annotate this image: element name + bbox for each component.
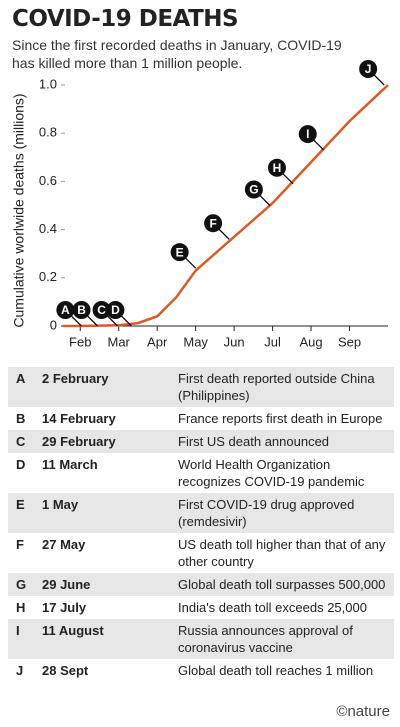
- annotation-label: J: [365, 62, 372, 76]
- event-row: J 28 Sept Global death toll reaches 1 mill…: [8, 659, 394, 682]
- y-axis-label: Cumulative worlwide deaths (millions): [11, 93, 27, 327]
- event-letter: B: [16, 411, 26, 426]
- event-letter: E: [16, 497, 25, 512]
- event-date: 1 May: [42, 497, 79, 512]
- credit: ©nature: [336, 703, 390, 720]
- event-text: Global death toll surpasses 500,000: [178, 577, 386, 592]
- annotation-label: I: [306, 127, 309, 141]
- event-row: F 27 May US death toll higher than that of…: [8, 533, 394, 573]
- events-table: A 2 February First death reported outside …: [8, 367, 394, 682]
- chart-title: COVID-19 DEATHS: [12, 6, 239, 32]
- event-text: India's death toll exceeds 25,000: [178, 600, 367, 615]
- x-tick-label: Mar: [108, 334, 131, 349]
- annotation-marker: [92, 301, 111, 319]
- x-tick-label: Apr: [147, 334, 168, 349]
- event-date: 11 August: [42, 623, 104, 638]
- x-tick-label: May: [183, 334, 208, 349]
- event-text: World Health Organization recognizes COV…: [178, 457, 365, 489]
- event-text: First death reported outside China (Phil…: [178, 371, 375, 403]
- event-date: 28 Sept: [42, 663, 89, 678]
- event-row: H 17 July India's death toll exceeds 25,00…: [8, 596, 394, 619]
- annotation-marker: [56, 301, 75, 319]
- annotation-marker: [359, 60, 378, 78]
- annotation-label: D: [111, 303, 120, 317]
- x-tick-label: Jul: [264, 334, 281, 349]
- event-row: A 2 February First death reported outside …: [8, 367, 394, 407]
- event-letter: J: [16, 663, 24, 678]
- event-text: First US death announced: [178, 434, 330, 449]
- x-tick-label: Aug: [299, 334, 322, 349]
- event-text: Global death toll reaches 1 million: [178, 663, 374, 678]
- annotation-marker: [267, 158, 286, 177]
- y-tick-label: 0: [50, 317, 57, 332]
- annotation-label: F: [209, 216, 216, 230]
- event-date: 11 March: [42, 457, 98, 472]
- event-row: D 11 March World Health Organization recog…: [8, 453, 394, 493]
- y-tick-label: 0.6: [39, 173, 57, 188]
- event-text: France reports first death in Europe: [178, 411, 383, 426]
- event-date: 29 June: [42, 577, 91, 592]
- annotation-marker: [170, 243, 189, 262]
- event-letter: C: [16, 434, 26, 449]
- chart-subtitle: Since the first recorded deaths in Janua…: [12, 37, 342, 71]
- x-tick-label: Jun: [224, 334, 245, 349]
- event-letter: H: [16, 600, 26, 615]
- event-date: 14 February: [42, 411, 116, 426]
- data-line: [62, 84, 389, 328]
- y-tick-label: 0.8: [39, 125, 57, 140]
- annotation-label: G: [249, 183, 258, 197]
- y-tick-label: 0.4: [39, 221, 57, 236]
- event-text: Russia announces approval of coronavirus…: [178, 623, 353, 655]
- annotation-marker: [244, 180, 263, 199]
- event-letter: I: [16, 623, 20, 638]
- y-tick-label: 0.2: [39, 269, 57, 284]
- event-row: I 11 August Russia announces approval of c…: [8, 619, 394, 659]
- annotation-label: H: [273, 161, 282, 175]
- event-row: C 29 February First US death announced: [8, 430, 394, 453]
- event-letter: G: [16, 577, 27, 592]
- event-text: First COVID-19 drug approved (remdesivir…: [178, 497, 355, 529]
- event-letter: A: [16, 371, 26, 386]
- event-row: E 1 May First COVID-19 drug approved (remd…: [8, 493, 394, 533]
- annotation-label: E: [176, 245, 184, 259]
- annotation-label: B: [77, 303, 86, 317]
- annotation-label: A: [61, 303, 70, 317]
- event-date: 17 July: [42, 600, 87, 615]
- event-letter: D: [16, 457, 26, 472]
- event-row: B 14 February France reports first death i…: [8, 407, 394, 430]
- event-date: 2 February: [42, 371, 109, 386]
- event-date: 29 February: [42, 434, 116, 449]
- annotation-marker: [72, 301, 91, 319]
- event-row: G 29 June Global death toll surpasses 500,…: [8, 573, 394, 596]
- annotation-marker: [106, 301, 125, 319]
- event-date: 27 May: [42, 537, 86, 552]
- x-tick-label: Sep: [338, 334, 361, 349]
- chart: Cumulative worlwide deaths (millions) 0 0.…: [11, 60, 389, 349]
- y-tick-label: 1.0: [39, 76, 57, 91]
- event-letter: F: [16, 537, 24, 552]
- event-text: US death toll higher than that of any ot…: [178, 537, 386, 569]
- annotation-marker: [298, 125, 317, 144]
- x-tick-label: Feb: [69, 334, 91, 349]
- annotation-marker: [204, 214, 223, 233]
- annotation-label: C: [97, 303, 106, 317]
